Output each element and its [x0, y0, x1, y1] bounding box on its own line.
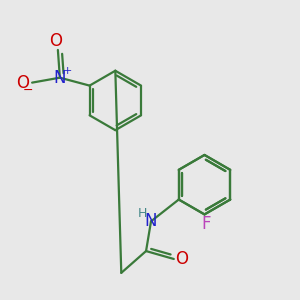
Text: O: O	[50, 32, 62, 50]
Text: O: O	[16, 74, 29, 92]
Text: H: H	[137, 207, 147, 220]
Text: N: N	[145, 212, 157, 230]
Text: −: −	[23, 84, 33, 97]
Text: F: F	[202, 215, 211, 233]
Text: N: N	[54, 69, 66, 87]
Text: O: O	[175, 250, 188, 268]
Text: +: +	[63, 66, 73, 76]
